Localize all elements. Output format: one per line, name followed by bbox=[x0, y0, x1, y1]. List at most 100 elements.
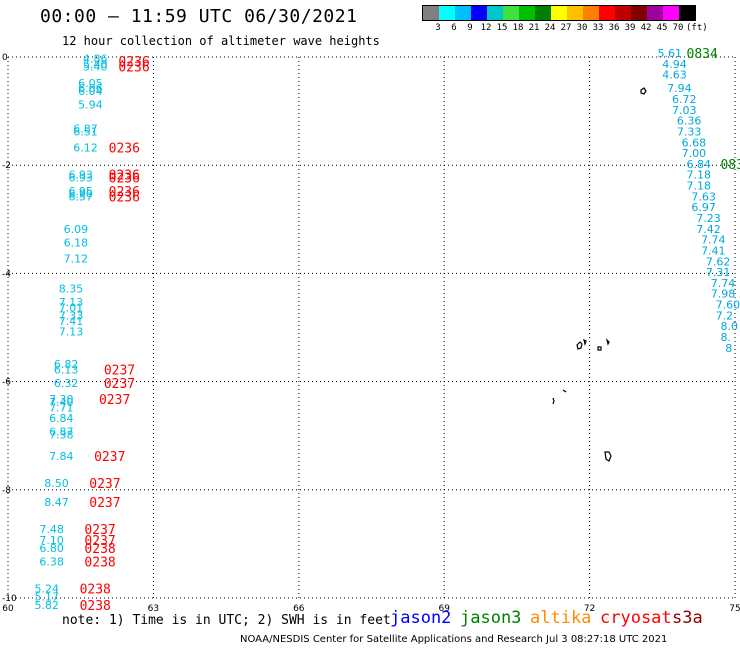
wave-height-label: 6.13 bbox=[54, 363, 79, 376]
legend-label: 27 bbox=[560, 23, 572, 33]
wave-height-label: 8 bbox=[725, 342, 732, 355]
wave-height-label: 6.93 bbox=[68, 171, 93, 184]
wave-height-label: 7.01 bbox=[59, 301, 84, 314]
wave-height-label: 5.17 bbox=[35, 591, 60, 604]
time-label: 0237 bbox=[89, 496, 120, 511]
x-tick-label: 63 bbox=[148, 604, 159, 614]
wave-height-label: 7.48 bbox=[39, 523, 64, 536]
wave-height-label: 7.84 bbox=[49, 450, 74, 463]
wave-height-label: 6.06 bbox=[78, 82, 103, 95]
legend-swatch bbox=[551, 6, 567, 20]
wave-height-label: 7.13 bbox=[59, 326, 84, 339]
island-outline bbox=[640, 87, 647, 95]
wave-height-label: 8.35 bbox=[59, 282, 84, 295]
wave-height-label: 7.63 bbox=[691, 190, 716, 203]
wave-height-label: 6.18 bbox=[64, 236, 89, 249]
wave-height-label: 7.10 bbox=[39, 534, 64, 547]
time-label: 0237 bbox=[84, 523, 115, 538]
map-title: 00:00 — 11:59 UTC 06/30/2021 bbox=[40, 6, 358, 27]
time-label: 0237 bbox=[94, 450, 125, 465]
legend-swatch bbox=[423, 6, 439, 20]
wave-height-label: 6.05 bbox=[78, 77, 103, 90]
wave-height-label: 5.40 bbox=[83, 61, 108, 74]
wave-height-label: 6.95 bbox=[68, 185, 93, 198]
wave-height-label: 7.18 bbox=[687, 169, 712, 182]
wave-height-label: 7.42 bbox=[696, 223, 721, 236]
legend-swatch bbox=[663, 6, 679, 20]
wave-height-label: 7.31 bbox=[706, 266, 731, 279]
time-label: 0237 bbox=[84, 534, 115, 549]
wave-height-label: 7.33 bbox=[677, 125, 702, 138]
legend-swatch bbox=[471, 6, 487, 20]
wave-height-label: 8.0 bbox=[720, 320, 738, 333]
legend-swatch bbox=[487, 6, 503, 20]
wave-height-label: 6.38 bbox=[39, 556, 64, 569]
island-outline bbox=[604, 451, 612, 462]
wave-height-label: 7.23 bbox=[696, 212, 721, 225]
legend-label: 70 bbox=[672, 23, 684, 33]
time-label: 0237 bbox=[104, 363, 135, 378]
legend-swatch bbox=[567, 6, 583, 20]
legend-label: 3 bbox=[435, 23, 441, 33]
time-label: 0236 bbox=[109, 171, 140, 186]
island-outline bbox=[605, 338, 610, 346]
wave-height-label: 7.74 bbox=[701, 234, 726, 247]
wave-height-label: 6.97 bbox=[691, 201, 716, 214]
wave-height-label: 6.57 bbox=[68, 190, 93, 203]
time-label: 0834 bbox=[687, 47, 718, 62]
credit-line: NOAA/NESDIS Center for Satellite Applica… bbox=[240, 634, 668, 645]
x-tick-label: 66 bbox=[293, 604, 305, 614]
wave-height-label: 6.09 bbox=[64, 223, 89, 236]
y-tick-label: -2 bbox=[2, 161, 11, 171]
wave-height-label: 6.84 bbox=[49, 412, 74, 425]
wave-height-label: 7.41 bbox=[59, 315, 84, 328]
time-label: 0236 bbox=[109, 190, 140, 205]
map-subtitle: 12 hour collection of altimeter wave hei… bbox=[62, 34, 380, 48]
island-outline bbox=[562, 389, 567, 393]
wave-height-label: 5.24 bbox=[35, 583, 60, 596]
y-tick-label: -10 bbox=[2, 594, 17, 604]
wave-height-label: 4.94 bbox=[662, 58, 687, 71]
time-label: 0237 bbox=[104, 377, 135, 392]
wave-height-label: 6.04 bbox=[78, 85, 103, 98]
y-tick-label: -6 bbox=[2, 378, 11, 388]
wave-height-label: 6.87 bbox=[49, 426, 74, 439]
wave-height-label: 7.03 bbox=[672, 104, 697, 117]
legend-swatch bbox=[599, 6, 615, 20]
x-tick-label: 72 bbox=[584, 604, 595, 614]
wave-height-label: 5.82 bbox=[35, 599, 60, 612]
legend-swatch bbox=[583, 6, 599, 20]
legend-label: 30 bbox=[576, 23, 588, 33]
wave-height-label: 8.47 bbox=[44, 496, 69, 509]
legend-label: 39 bbox=[624, 23, 636, 33]
time-label: 0236 bbox=[109, 185, 140, 200]
time-label: 0238 bbox=[80, 583, 111, 598]
satellite-jason3: jason3 bbox=[460, 608, 522, 628]
wave-height-label: 7.00 bbox=[682, 147, 707, 160]
wave-height-label: 7.62 bbox=[706, 255, 731, 268]
wave-height-label: 6.93 bbox=[68, 169, 93, 182]
x-tick-label: 75 bbox=[729, 604, 740, 614]
wave-height-label: 6.12 bbox=[73, 142, 98, 155]
time-label: 0236 bbox=[109, 142, 140, 157]
time-label: 0835 bbox=[720, 158, 740, 173]
wave-height-label: 6.68 bbox=[682, 136, 707, 149]
wave-height-label: 4.86 bbox=[83, 52, 108, 65]
time-label: 0237 bbox=[99, 393, 130, 408]
wave-height-label: 8. bbox=[720, 331, 731, 344]
time-label: 0238 bbox=[84, 542, 115, 557]
wave-height-label: 7.33 bbox=[59, 309, 84, 322]
legend-label: (ft) bbox=[686, 23, 708, 33]
satellite-cryosat: cryosat bbox=[600, 608, 672, 628]
wave-height-label: 7.12 bbox=[64, 253, 89, 266]
satellite-jason2: jason2 bbox=[390, 608, 452, 628]
legend-swatch bbox=[519, 6, 535, 20]
x-tick-label: 69 bbox=[438, 604, 450, 614]
wave-height-label: 7.94 bbox=[667, 82, 692, 95]
wave-height-label: 7.60 bbox=[716, 299, 740, 312]
legend-label: 12 bbox=[480, 23, 492, 33]
legend-swatch bbox=[535, 6, 551, 20]
island-outline bbox=[576, 341, 583, 350]
legend-labels: 3 6 9 12 15 18 21 24 27 30 33 36 39 42 45 70 (ft) bbox=[422, 21, 707, 35]
